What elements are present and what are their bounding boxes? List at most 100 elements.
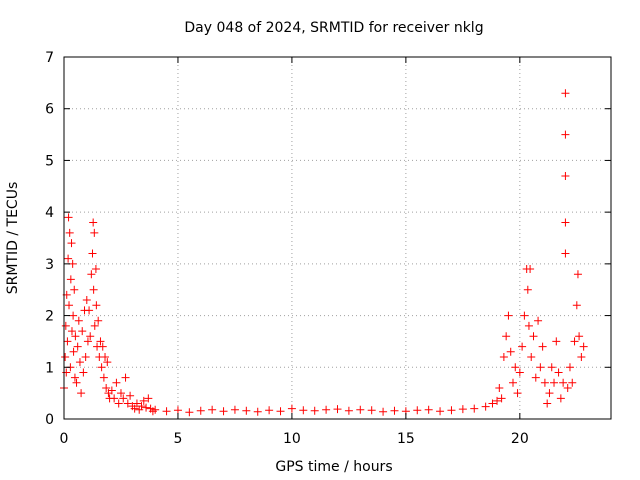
plot-frame bbox=[63, 56, 612, 420]
data-point-marker bbox=[196, 406, 205, 415]
data-point-marker bbox=[276, 407, 285, 416]
data-point-marker bbox=[112, 378, 121, 387]
data-point-marker bbox=[526, 265, 535, 274]
y-axis-label: SRMTID / TECUs bbox=[5, 182, 21, 295]
data-point-marker bbox=[77, 389, 86, 398]
data-point-marker bbox=[72, 378, 81, 387]
data-point-marker bbox=[502, 332, 511, 341]
data-point-marker bbox=[531, 373, 540, 382]
data-point-marker bbox=[130, 404, 139, 413]
data-point-marker bbox=[488, 399, 497, 408]
data-point-marker bbox=[470, 404, 479, 413]
data-point-marker bbox=[219, 407, 228, 416]
data-point-marker bbox=[495, 383, 504, 392]
data-point-marker bbox=[527, 352, 536, 361]
data-point-marker bbox=[185, 408, 194, 417]
data-point-marker bbox=[570, 337, 579, 346]
data-point-marker bbox=[121, 373, 130, 382]
data-point-marker bbox=[90, 228, 99, 237]
data-point-marker bbox=[523, 285, 532, 294]
data-point-marker bbox=[71, 332, 80, 341]
data-point-marker bbox=[101, 352, 110, 361]
data-point-marker bbox=[135, 405, 144, 414]
data-point-marker bbox=[379, 407, 388, 416]
data-point-marker bbox=[69, 311, 78, 320]
data-point-marker bbox=[89, 285, 98, 294]
y-tick-label: 1 bbox=[45, 360, 54, 376]
data-point-marker bbox=[561, 171, 570, 180]
x-tick-label: 10 bbox=[283, 431, 301, 447]
data-point-marker bbox=[579, 342, 588, 351]
data-point-marker bbox=[568, 378, 577, 387]
data-point-marker bbox=[66, 275, 75, 284]
data-point-marker bbox=[547, 363, 556, 372]
grid-lines bbox=[64, 57, 611, 419]
data-point-marker bbox=[529, 332, 538, 341]
data-point-marker bbox=[499, 352, 508, 361]
data-point-marker bbox=[70, 285, 79, 294]
data-point-marker bbox=[102, 383, 111, 392]
data-point-marker bbox=[70, 373, 79, 382]
data-point-marker bbox=[367, 406, 376, 415]
data-point-marker bbox=[572, 301, 581, 310]
data-point-marker bbox=[139, 396, 148, 405]
data-point-marker bbox=[508, 378, 517, 387]
data-point-marker bbox=[61, 321, 70, 330]
data-point-marker bbox=[116, 389, 125, 398]
data-point-marker bbox=[81, 352, 90, 361]
data-point-marker bbox=[559, 378, 568, 387]
data-point-marker bbox=[208, 405, 217, 414]
data-point-marker bbox=[575, 332, 584, 341]
data-point-marker bbox=[151, 405, 160, 414]
data-point-marker bbox=[91, 265, 100, 274]
data-point-marker bbox=[88, 249, 97, 258]
data-point-marker bbox=[550, 378, 559, 387]
data-point-marker bbox=[561, 89, 570, 98]
data-point-marker bbox=[538, 342, 547, 351]
axis-ticks: 0 5 10 15 20 0 1 2 3 4 5 6 7 bbox=[45, 50, 611, 447]
data-point-marker bbox=[561, 130, 570, 139]
data-point-marker bbox=[67, 239, 76, 248]
data-point-marker bbox=[506, 347, 515, 356]
data-point-marker bbox=[515, 368, 524, 377]
data-point-marker bbox=[481, 402, 490, 411]
data-point-marker bbox=[137, 402, 146, 411]
data-point-marker bbox=[287, 404, 296, 413]
data-point-marker bbox=[63, 337, 72, 346]
data-point-marker bbox=[356, 405, 365, 414]
data-point-marker bbox=[310, 406, 319, 415]
data-point-marker bbox=[458, 405, 467, 414]
x-tick-label: 20 bbox=[511, 431, 529, 447]
x-tick-label: 0 bbox=[60, 431, 69, 447]
data-point-marker bbox=[132, 399, 141, 408]
data-point-marker bbox=[126, 391, 135, 400]
data-point-marker bbox=[552, 337, 561, 346]
data-point-marker bbox=[61, 352, 70, 361]
data-point-marker bbox=[98, 342, 107, 351]
data-point-marker bbox=[96, 337, 105, 346]
data-point-marker bbox=[90, 321, 99, 330]
data-point-marker bbox=[344, 406, 353, 415]
data-point-marker bbox=[504, 311, 513, 320]
data-point-marker bbox=[520, 311, 529, 320]
data-point-marker bbox=[74, 316, 83, 325]
data-point-marker bbox=[299, 406, 308, 415]
data-point-marker bbox=[69, 347, 78, 356]
data-point-marker bbox=[162, 407, 171, 416]
data-point-marker bbox=[545, 389, 554, 398]
data-point-marker bbox=[447, 406, 456, 415]
data-point-marker bbox=[554, 368, 563, 377]
data-point-marker bbox=[565, 363, 574, 372]
data-point-marker bbox=[173, 406, 182, 415]
data-point-marker bbox=[94, 316, 103, 325]
x-tick-label: 5 bbox=[173, 431, 182, 447]
data-point-marker bbox=[79, 368, 88, 377]
data-point-marker bbox=[119, 394, 128, 403]
y-tick-label: 5 bbox=[45, 153, 54, 169]
data-point-marker bbox=[518, 342, 527, 351]
data-point-marker bbox=[123, 399, 132, 408]
data-point-marker bbox=[424, 405, 433, 414]
data-point-marker bbox=[114, 399, 123, 408]
data-point-marker bbox=[62, 368, 71, 377]
